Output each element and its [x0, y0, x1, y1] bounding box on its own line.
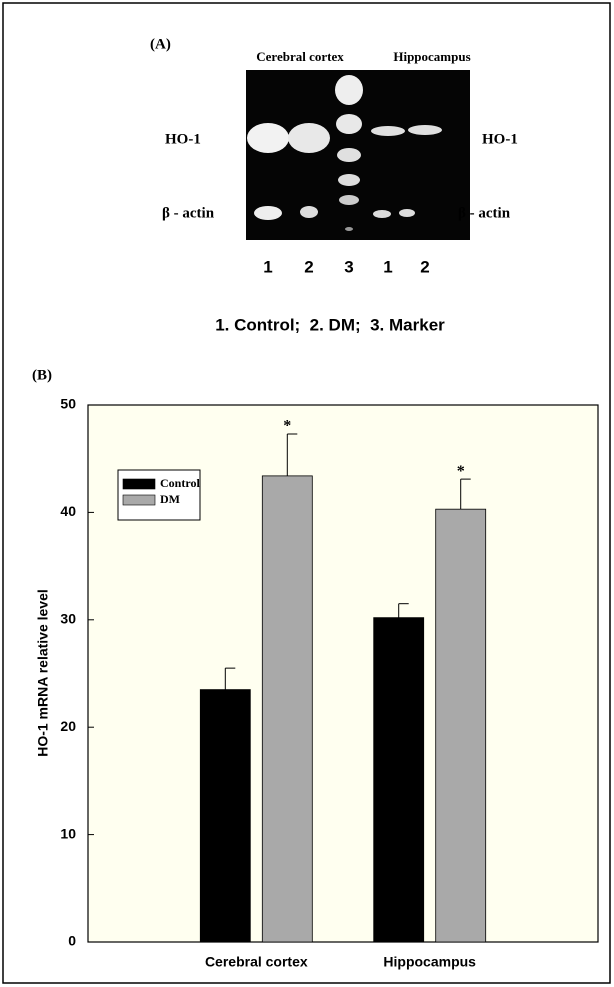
region-label: Cerebral cortex: [256, 49, 344, 64]
y-tick-label: 0: [68, 933, 76, 949]
legend-swatch: [123, 479, 155, 489]
band-label: HO-1: [482, 131, 518, 147]
band-label: HO-1: [165, 131, 201, 147]
y-tick-label: 40: [60, 503, 76, 519]
lane-legend: 1. Control; 2. DM; 3. Marker: [215, 315, 445, 334]
region-label: Hippocampus: [393, 49, 470, 64]
bar: [436, 509, 486, 942]
panel-label: (B): [32, 367, 52, 383]
lane-number: 3: [344, 257, 353, 276]
y-tick-label: 50: [60, 396, 76, 412]
significance: *: [457, 463, 465, 480]
figure: (A) Cerebral cortex Hippocampus HO-1 HO-…: [0, 0, 614, 987]
lane-number: 1: [263, 257, 272, 276]
y-axis-label: HO-1 mRNA relative level: [35, 589, 51, 757]
gel: [246, 70, 470, 240]
significance: *: [283, 418, 291, 435]
band-label: β - actin: [162, 205, 215, 221]
lane-number: 1: [383, 257, 392, 276]
lane-number: 2: [420, 257, 429, 276]
band-label: β - actin: [458, 205, 511, 221]
y-tick-label: 10: [60, 825, 76, 841]
bar: [262, 476, 312, 942]
legend-label: Control: [160, 476, 200, 490]
bar: [200, 690, 250, 942]
lane-number: 2: [304, 257, 313, 276]
bar: [374, 618, 424, 942]
y-tick-label: 30: [60, 611, 76, 627]
panel-label: (A): [150, 36, 171, 52]
legend-label: DM: [160, 492, 180, 506]
x-tick-label: Hippocampus: [383, 954, 476, 970]
x-tick-label: Cerebral cortex: [205, 954, 308, 970]
y-tick-label: 20: [60, 718, 76, 734]
legend-swatch: [123, 495, 155, 505]
